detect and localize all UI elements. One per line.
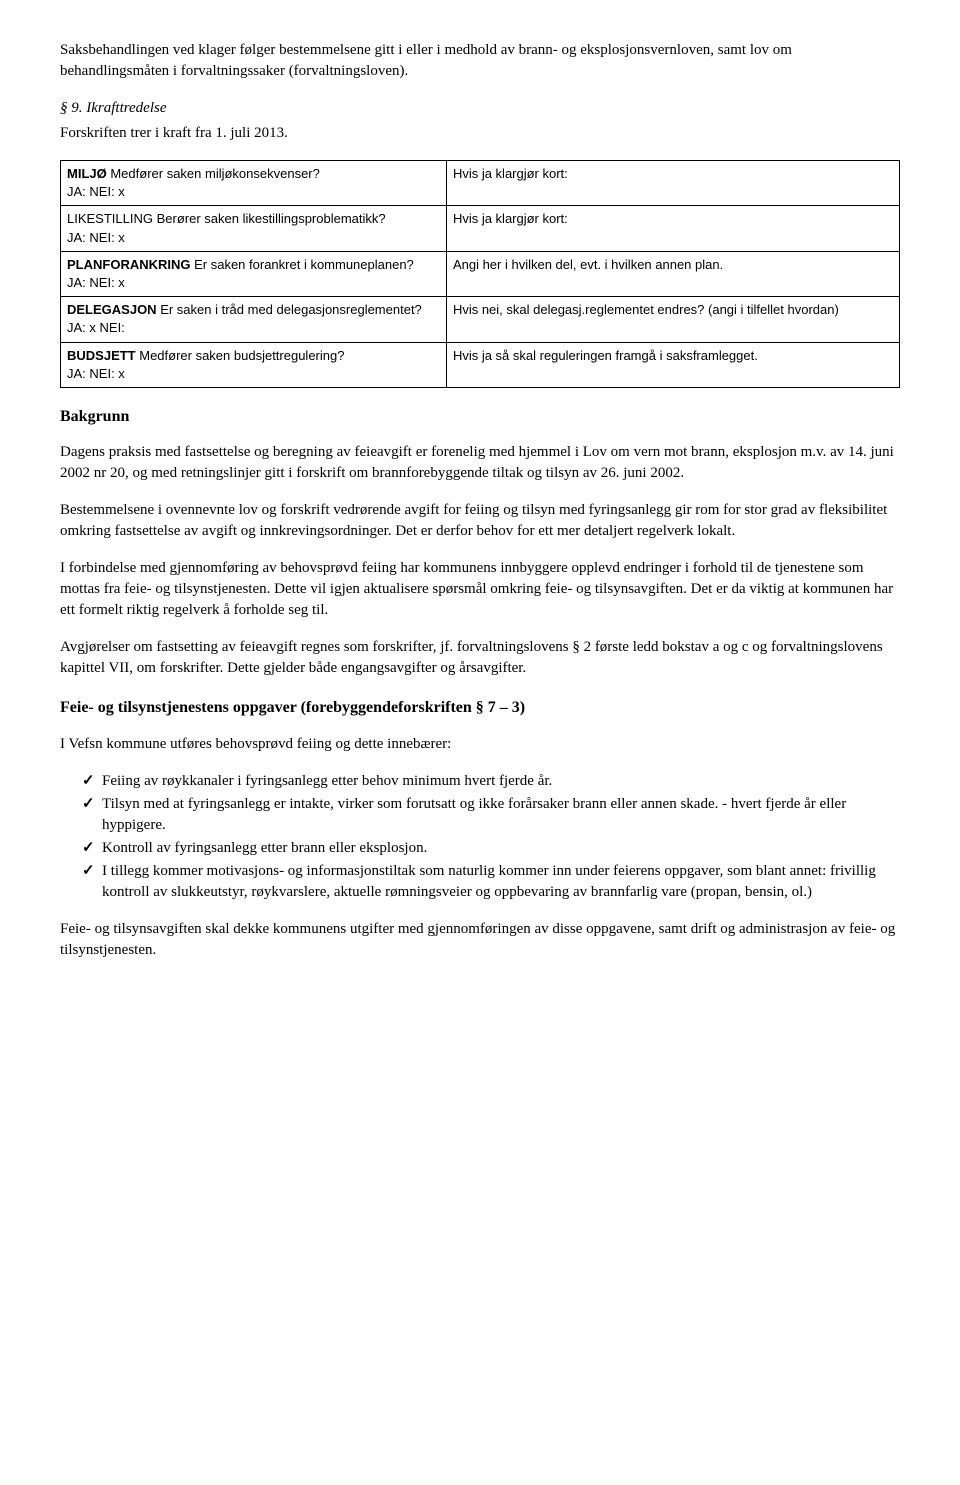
body-p6: Feie- og tilsynsavgiften skal dekke komm…: [60, 919, 900, 961]
table-cell-line: DELEGASJON Er saken i tråd med delegasjo…: [67, 301, 440, 319]
table-cell-line: BUDSJETT Medfører saken budsjettreguleri…: [67, 347, 440, 365]
table-cell-right: Hvis ja klargjør kort:: [446, 206, 899, 251]
body-p1: Dagens praksis med fastsettelse og bereg…: [60, 442, 900, 484]
table-row: DELEGASJON Er saken i tråd med delegasjo…: [61, 297, 900, 342]
checklist: Feiing av røykkanaler i fyringsanlegg et…: [60, 771, 900, 903]
table-cell-text: Er saken forankret i kommuneplanen?: [191, 257, 414, 272]
table-cell-text: Medfører saken miljøkonsekvenser?: [107, 166, 320, 181]
heading-bakgrunn: Bakgrunn: [60, 406, 900, 428]
table-cell-bold-prefix: BUDSJETT: [67, 348, 136, 363]
table-cell-line: LIKESTILLING Berører saken likestillings…: [67, 210, 440, 228]
table-row: LIKESTILLING Berører saken likestillings…: [61, 206, 900, 251]
table-cell-right: Hvis nei, skal delegasj.reglementet endr…: [446, 297, 899, 342]
table-cell-bold-prefix: DELEGASJON: [67, 302, 157, 317]
list-item: Feiing av røykkanaler i fyringsanlegg et…: [82, 771, 900, 792]
table-cell-bold-prefix: PLANFORANKRING: [67, 257, 191, 272]
list-item: Tilsyn med at fyringsanlegg er intakte, …: [82, 794, 900, 836]
table-cell-line: JA: NEI: x: [67, 183, 440, 201]
table-cell-line: JA: NEI: x: [67, 365, 440, 383]
body-p2: Bestemmelsene i ovennevnte lov og forskr…: [60, 500, 900, 542]
body-p3: I forbindelse med gjennomføring av behov…: [60, 558, 900, 621]
body-p5: I Vefsn kommune utføres behovsprøvd feii…: [60, 734, 900, 755]
table-cell-bold-prefix: MILJØ: [67, 166, 107, 181]
table-cell-line: JA: NEI: x: [67, 274, 440, 292]
table-cell-left: DELEGASJON Er saken i tråd med delegasjo…: [61, 297, 447, 342]
table-cell-right: Hvis ja klargjør kort:: [446, 161, 899, 206]
table-row: BUDSJETT Medfører saken budsjettreguleri…: [61, 342, 900, 387]
section-9-body: Forskriften trer i kraft fra 1. juli 201…: [60, 123, 900, 144]
table-cell-line: JA: NEI: x: [67, 229, 440, 247]
table-cell-right: Hvis ja så skal reguleringen framgå i sa…: [446, 342, 899, 387]
table-cell-line: JA: x NEI:: [67, 319, 440, 337]
heading-feie: Feie- og tilsynstjenestens oppgaver (for…: [60, 697, 900, 719]
table-cell-text: Medfører saken budsjettregulering?: [136, 348, 345, 363]
table-row: PLANFORANKRING Er saken forankret i komm…: [61, 251, 900, 296]
body-p4: Avgjørelser om fastsetting av feieavgift…: [60, 637, 900, 679]
table-cell-line: MILJØ Medfører saken miljøkonsekvenser?: [67, 165, 440, 183]
table-cell-left: BUDSJETT Medfører saken budsjettreguleri…: [61, 342, 447, 387]
intro-paragraph: Saksbehandlingen ved klager følger beste…: [60, 40, 900, 82]
table-row: MILJØ Medfører saken miljøkonsekvenser?J…: [61, 161, 900, 206]
section-9-title: § 9. Ikrafttredelse: [60, 98, 900, 119]
table-cell-left: MILJØ Medfører saken miljøkonsekvenser?J…: [61, 161, 447, 206]
table-cell-line: PLANFORANKRING Er saken forankret i komm…: [67, 256, 440, 274]
table-cell-text: Er saken i tråd med delegasjonsreglement…: [157, 302, 422, 317]
table-cell-left: LIKESTILLING Berører saken likestillings…: [61, 206, 447, 251]
list-item: Kontroll av fyringsanlegg etter brann el…: [82, 838, 900, 859]
table-cell-left: PLANFORANKRING Er saken forankret i komm…: [61, 251, 447, 296]
list-item: I tillegg kommer motivasjons- og informa…: [82, 861, 900, 903]
table-cell-right: Angi her i hvilken del, evt. i hvilken a…: [446, 251, 899, 296]
compliance-table: MILJØ Medfører saken miljøkonsekvenser?J…: [60, 160, 900, 388]
